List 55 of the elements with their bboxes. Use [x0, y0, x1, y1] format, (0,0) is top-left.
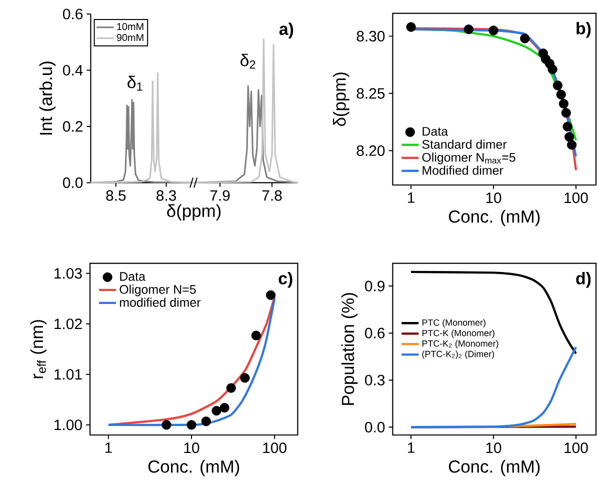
legend-label: PTC (Monomer) — [422, 319, 486, 328]
x-tick-label: 1 — [408, 442, 414, 453]
x-axis-title: δ(ppm) — [167, 204, 221, 220]
legend-label: Standard dimer — [422, 140, 507, 149]
legend-label: Modified dimer — [422, 166, 504, 175]
y-tick-label: 0.9 — [365, 280, 384, 292]
x-tick-label: 100 — [263, 442, 286, 454]
y-axis-title: r$_{eff}$ (nm) — [30, 320, 47, 378]
y-axis-title: δ(ppm) — [333, 72, 350, 126]
x-tick-label: 100 — [564, 192, 588, 204]
legend-label: 10mM — [117, 23, 144, 30]
y-axis-title: Population (%) — [341, 293, 358, 405]
x-tick-label: 1 — [408, 192, 414, 203]
y-tick-label: 8.25 — [356, 88, 385, 99]
x-tick-label: 10 — [184, 442, 200, 454]
x-tick-label: 8.5 — [106, 190, 126, 201]
legend-label: Data — [422, 127, 448, 136]
annotation: a) — [279, 22, 294, 38]
y-tick-label: 8.20 — [356, 145, 385, 156]
y-tick-label: 0.0 — [62, 177, 83, 188]
y-tick-label: 0.2 — [62, 121, 82, 132]
annotation: d) — [576, 272, 591, 288]
x-tick-label: 1 — [105, 442, 112, 453]
legend-label: PTC-K$_{2}$ (Monomer) — [422, 340, 498, 348]
y-tick-label: 1.02 — [54, 318, 82, 330]
x-axis-title: Conc. (mM) — [448, 210, 540, 226]
annotation: δ$_{1}$ — [128, 76, 142, 91]
x-tick-label: 100 — [564, 442, 588, 454]
y-tick-label: 1.00 — [54, 420, 82, 430]
x-tick-label: 10 — [486, 192, 502, 204]
y-tick-label: 1.01 — [54, 369, 82, 380]
y-tick-label: 0.3 — [365, 374, 385, 386]
x-axis-title: Conc. (mM) — [448, 460, 540, 476]
legend-label: modified dimer — [120, 298, 201, 307]
x-tick-label: 7.8 — [262, 190, 282, 201]
legend-label: Oligomer N=5 — [120, 284, 196, 296]
y-tick-label: 0.0 — [365, 422, 385, 432]
legend-label: PTC-K (Monomer) — [422, 330, 494, 338]
y-tick-label: 0.4 — [62, 64, 83, 76]
y-tick-label: 0.6 — [365, 328, 385, 338]
y-tick-label: 0.6 — [62, 8, 83, 20]
annotation: δ$_{2}$ — [240, 54, 256, 69]
x-tick-label: 10 — [486, 442, 502, 454]
x-tick-label: 8.3 — [156, 190, 176, 201]
x-axis-title: Conc. (mM) — [148, 460, 240, 476]
x-tick-label: 7.9 — [210, 190, 230, 201]
y-axis-title: Int (arb.u) — [39, 62, 56, 135]
y-tick-label: 8.30 — [356, 30, 385, 42]
y-tick-label: 1.03 — [54, 268, 82, 279]
legend-label: 90mM — [116, 34, 144, 42]
legend-label: (PTC-K$_{2}$)$_{2}$ (Dimer) — [422, 350, 494, 359]
annotation: b) — [576, 22, 591, 38]
legend-label: Oligomer N$_{max}$=5 — [422, 152, 516, 164]
legend-label: Data — [120, 272, 146, 281]
annotation: c) — [278, 272, 292, 288]
